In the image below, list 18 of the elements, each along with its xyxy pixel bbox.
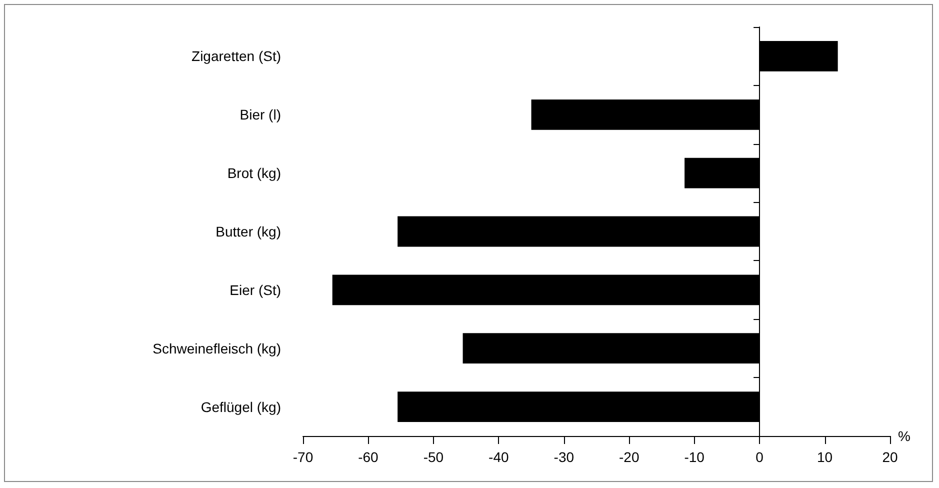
x-tick-label: 0 bbox=[756, 449, 764, 465]
x-axis-title: % bbox=[898, 428, 910, 444]
x-tick-label: -40 bbox=[488, 449, 509, 465]
x-tick-label: -70 bbox=[292, 449, 314, 465]
x-tick-label: -20 bbox=[618, 449, 640, 465]
x-tick-label: -30 bbox=[554, 449, 574, 465]
y-tick-label: Brot (kg) bbox=[227, 165, 281, 182]
x-tick-label: -10 bbox=[684, 449, 705, 465]
x-tick-label: -50 bbox=[423, 449, 444, 465]
y-tick-label: Bier (l) bbox=[240, 106, 281, 123]
y-tick-label: Butter (kg) bbox=[216, 224, 281, 240]
x-tick-label: -60 bbox=[358, 449, 379, 465]
y-tick-label: Schweinefleisch (kg) bbox=[152, 340, 281, 356]
y-tick-label: Eier (St) bbox=[230, 282, 281, 298]
y-tick-label: Geflügel (kg) bbox=[200, 398, 281, 415]
x-tick-label: 10 bbox=[816, 449, 833, 465]
x-tick-label: 20 bbox=[882, 449, 898, 465]
y-tick-label: Zigaretten (St) bbox=[192, 48, 281, 64]
